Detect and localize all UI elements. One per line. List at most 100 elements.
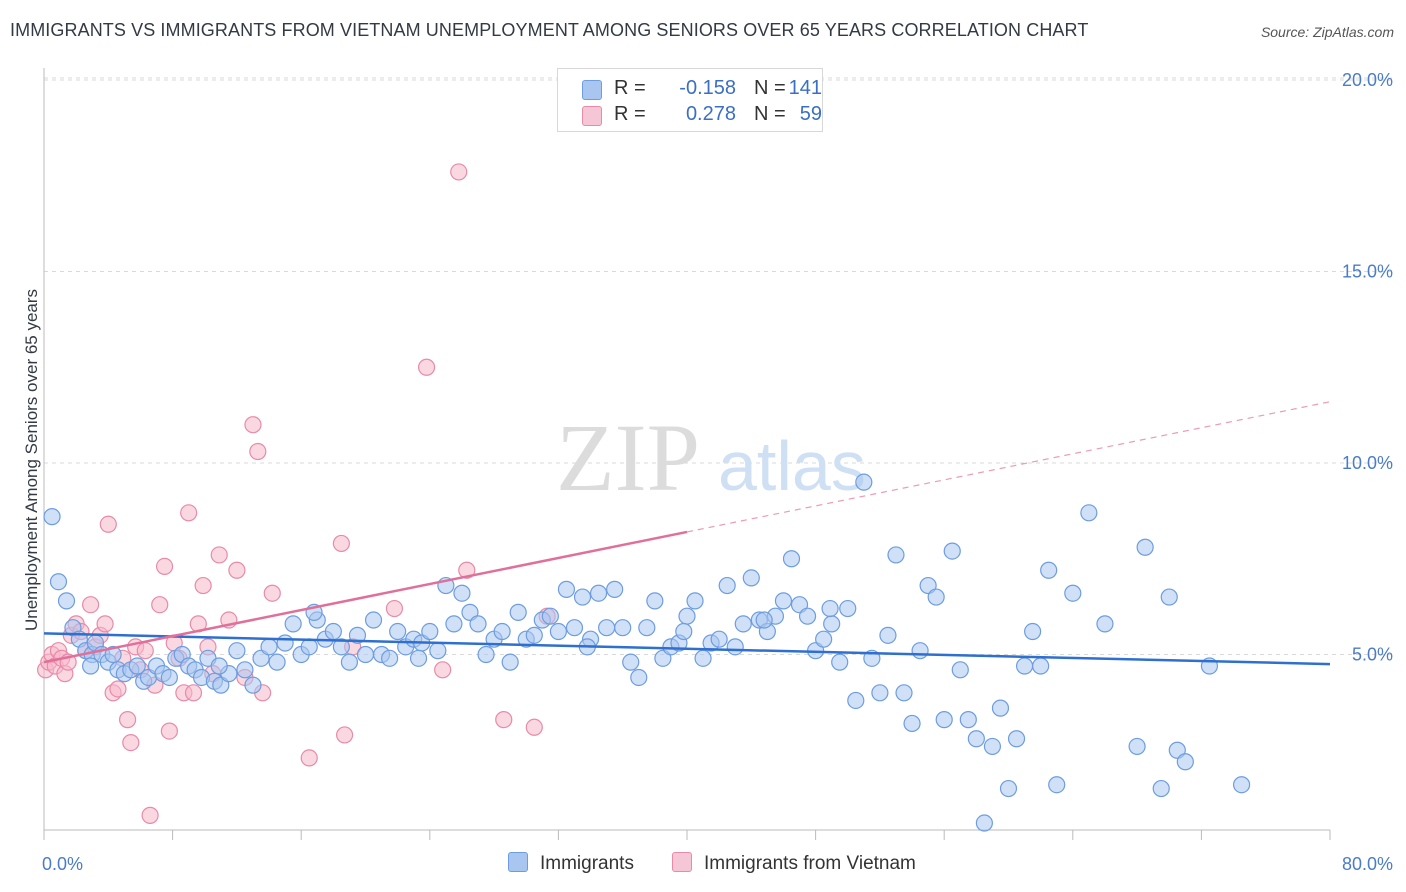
x-tick-label: 0.0%: [42, 854, 83, 874]
immigrants-point: [903, 714, 921, 733]
y-axis-label: Unemployment Among Seniors over 65 years: [22, 289, 41, 631]
immigrants-point: [823, 615, 841, 633]
vietnam-point: [109, 680, 127, 698]
vietnam-point: [228, 561, 246, 579]
immigrants-point: [1152, 779, 1170, 798]
immigrants-point: [694, 649, 712, 667]
immigrants-point: [381, 649, 399, 667]
legend-swatch-blue: [582, 80, 602, 100]
vietnam-point: [525, 718, 543, 736]
immigrants-point: [935, 711, 953, 729]
immigrants-point: [429, 642, 447, 660]
legend-n-label: N =: [754, 77, 786, 99]
immigrants-point: [469, 615, 487, 633]
immigrants-point: [710, 630, 728, 648]
axes: [43, 68, 1331, 840]
immigrants-point: [236, 661, 254, 679]
immigrants-point: [895, 684, 913, 702]
series-legend: Immigrants Immigrants from Vietnam: [0, 852, 1406, 878]
series-immigrants-points: [43, 473, 1251, 832]
immigrants-point: [638, 619, 656, 637]
immigrants-point: [598, 619, 616, 637]
immigrants-point: [975, 814, 993, 832]
immigrants-point: [718, 576, 736, 595]
immigrants-point: [951, 661, 969, 679]
vietnam-point: [210, 546, 228, 564]
y-tick-label: 10.0%: [1342, 453, 1393, 473]
immigrants-point: [927, 588, 945, 606]
legend-swatch-blue: [508, 852, 528, 872]
immigrants-point: [1007, 730, 1026, 748]
immigrants-point: [453, 584, 471, 602]
vietnam-point: [417, 358, 436, 376]
immigrants-point: [128, 657, 146, 675]
vietnam-point: [82, 596, 100, 614]
vietnam-point: [141, 806, 159, 824]
immigrants-point: [493, 622, 511, 641]
immigrants-point: [774, 592, 793, 610]
immigrants-point: [104, 645, 122, 664]
immigrants-point: [742, 569, 760, 587]
y-tick-label: 5.0%: [1352, 645, 1393, 665]
legend-r-value: 0.278: [685, 103, 736, 125]
immigrants-point: [300, 638, 318, 656]
vietnam-point: [194, 576, 212, 595]
immigrants-point: [798, 607, 817, 625]
immigrants-point: [389, 622, 407, 641]
immigrants-point: [549, 622, 568, 641]
vietnam-point: [160, 722, 178, 740]
immigrants-point: [284, 615, 302, 633]
immigrants-point: [675, 622, 693, 641]
immigrants-point: [82, 657, 100, 675]
immigrants-point: [686, 592, 704, 610]
immigrants-point: [887, 546, 905, 564]
x-tick-labels: 0.0% 80.0%: [42, 854, 1393, 874]
vietnam-point: [385, 599, 404, 618]
immigrants-point: [847, 691, 865, 710]
immigrants-point: [525, 626, 543, 644]
immigrants-point: [445, 615, 463, 633]
series-vietnam-points: [37, 163, 556, 824]
immigrants-point: [879, 626, 897, 644]
immigrants-point: [340, 653, 359, 671]
vietnam-point: [249, 442, 267, 461]
watermark: ZIP atlas: [556, 404, 866, 511]
grid-lines: [44, 77, 1395, 655]
vietnam-trend-line: [43, 530, 688, 664]
vietnam-point: [332, 534, 350, 553]
immigrants-trend-line: [43, 632, 1331, 666]
vietnam-point: [122, 733, 140, 752]
immigrants-point: [589, 584, 608, 602]
immigrants-point: [959, 711, 977, 729]
immigrants-point: [43, 508, 61, 526]
legend-item-vietnam: Immigrants from Vietnam: [672, 852, 916, 875]
legend-swatch-pink: [672, 852, 692, 872]
immigrants-point: [1136, 538, 1154, 556]
legend-n-label: N =: [754, 103, 786, 125]
immigrants-point: [755, 611, 773, 629]
legend-r-label: R =: [614, 77, 646, 99]
legend-label-immigrants: Immigrants: [540, 853, 634, 874]
immigrants-point: [983, 737, 1002, 756]
immigrants-point: [573, 588, 592, 606]
immigrants-point: [210, 657, 228, 675]
legend-n-value: 59: [799, 103, 822, 125]
immigrants-point: [606, 580, 624, 598]
immigrants-point: [1160, 588, 1178, 606]
source-label: Source: ZipAtlas.com: [1260, 24, 1394, 40]
vietnam-point: [458, 561, 476, 579]
trend-lines: [43, 401, 1331, 666]
legend-swatch-pink: [582, 106, 602, 126]
vietnam-point: [99, 515, 117, 533]
immigrants-point: [421, 622, 439, 641]
immigrants-point: [815, 630, 833, 648]
immigrants-point: [911, 642, 929, 660]
immigrants-point: [943, 542, 961, 560]
immigrants-point: [1024, 622, 1042, 641]
immigrants-point: [1080, 504, 1098, 522]
immigrants-point: [260, 638, 278, 656]
immigrants-point: [1040, 561, 1058, 579]
vietnam-point: [244, 416, 262, 434]
legend-r-value: -0.158: [679, 77, 736, 99]
x-tick-label: 80.0%: [1342, 854, 1393, 874]
